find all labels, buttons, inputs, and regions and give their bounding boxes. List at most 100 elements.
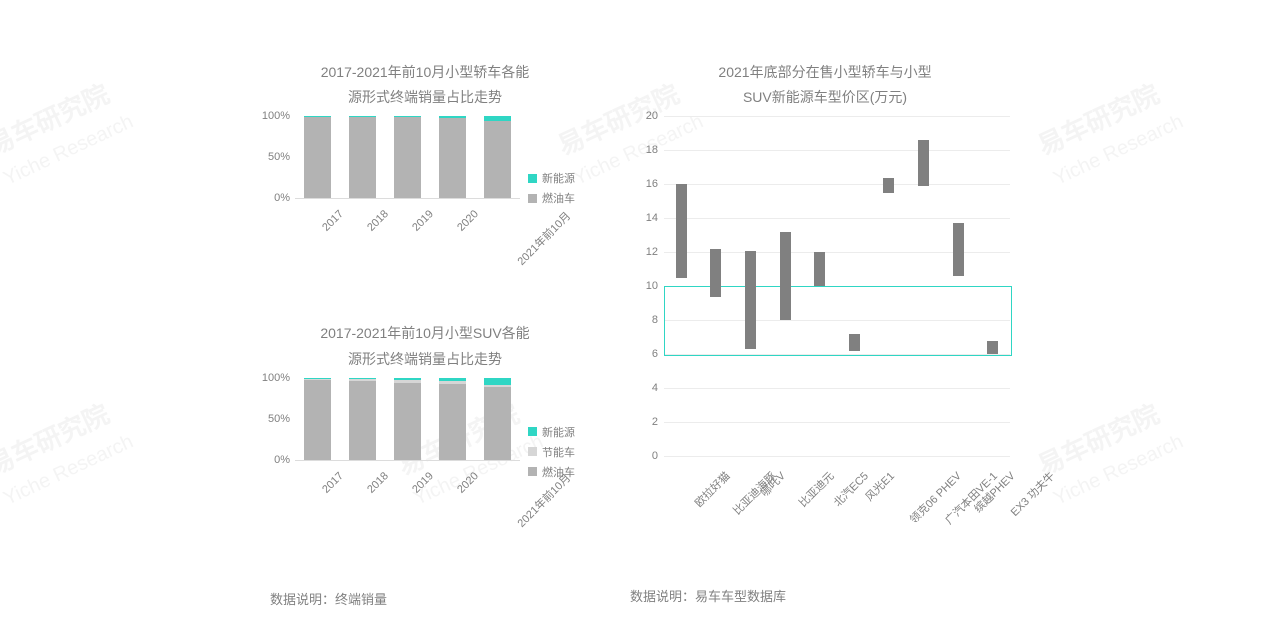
stacked-bar [484, 116, 511, 198]
stacked-bar [439, 116, 466, 198]
stacked-chart-plot: 0%50%100%20172018201920202021年前10月新能源燃油车 [250, 116, 600, 291]
bar-segment [304, 378, 331, 379]
right-column: 2021年底部分在售小型轿车与小型 SUV新能源车型价区(万元) 0 2 4 6 8 10… [630, 60, 1020, 605]
range-bar [918, 140, 929, 186]
legend: 新能源节能车燃油车 [528, 424, 575, 484]
bar-segment [349, 379, 376, 381]
y-tick-label: 50% [250, 151, 290, 163]
x-tick-label: 欧拉好猫 [691, 468, 733, 510]
range-bar [745, 251, 756, 350]
range-bar [814, 252, 825, 286]
gridline [664, 456, 1010, 457]
gridline [664, 388, 1010, 389]
stacked-bar [349, 378, 376, 460]
y-tick-label: 0 [634, 450, 658, 462]
range-bar [676, 184, 687, 278]
bar-segment [394, 378, 421, 380]
legend-swatch [528, 194, 537, 203]
watermark: 易车研究院Yiche Research [1033, 393, 1188, 511]
legend-item: 新能源 [528, 424, 575, 440]
bar-segment [394, 380, 421, 382]
x-tick-label: 2021年前10月 [513, 208, 574, 269]
y-tick-label: 0% [250, 192, 290, 204]
legend-swatch [528, 427, 537, 436]
chart-title: 2017-2021年前10月小型轿车各能 源形式终端销量占比走势 [250, 60, 600, 110]
bar-segment [394, 117, 421, 198]
gridline [664, 150, 1010, 151]
watermark: 易车研究院Yiche Research [0, 73, 138, 191]
legend-swatch [528, 447, 537, 456]
legend-label: 新能源 [542, 170, 575, 186]
bar-segment [439, 384, 466, 460]
stacked-chart-suv: 2017-2021年前10月小型SUV各能 源形式终端销量占比走势 0%50%1… [250, 321, 600, 552]
bar-segment [484, 378, 511, 385]
y-tick-label: 6 [634, 348, 658, 360]
y-tick-label: 4 [634, 382, 658, 394]
bar-segment [484, 121, 511, 198]
y-tick-label: 20 [634, 110, 658, 122]
data-source-note: 数据说明：终端销量 [270, 589, 600, 608]
stacked-bar [349, 116, 376, 198]
watermark: 易车研究院Yiche Research [0, 393, 138, 511]
range-chart-plot: 02468101214161820欧拉好猫比亚迪海豚哪吒V比亚迪元北汽EC5风光… [630, 116, 1020, 596]
stacked-bar [439, 378, 466, 460]
y-tick-label: 10 [634, 280, 658, 292]
stacked-chart-sedan: 2017-2021年前10月小型轿车各能 源形式终端销量占比走势 0% 50% 10… [250, 60, 600, 291]
x-tick-label: 2018 [365, 470, 391, 496]
legend-item: 燃油车 [528, 464, 575, 480]
y-tick-label: 8 [634, 314, 658, 326]
legend-item: 节能车 [528, 444, 575, 460]
y-tick-label: 100% [250, 110, 290, 122]
legend-label: 燃油车 [542, 464, 575, 480]
legend-label: 新能源 [542, 424, 575, 440]
range-bar [780, 232, 791, 320]
x-tick-label: 2018 [365, 208, 391, 234]
range-bar [849, 334, 860, 351]
bar-segment [304, 116, 331, 117]
charts-container: 2017-2021年前10月小型轿车各能 源形式终端销量占比走势 0% 50% 10… [250, 60, 1020, 620]
gridline [664, 422, 1010, 423]
gridline [664, 184, 1010, 185]
x-tick-label: 2020 [455, 470, 481, 496]
bar-segment [349, 381, 376, 460]
y-tick-label: 0% [250, 454, 290, 466]
x-tick-label: 2017 [320, 470, 346, 496]
bar-segment [439, 118, 466, 198]
stacked-chart-plot: 0%50%100%20172018201920202021年前10月新能源节能车… [250, 378, 600, 553]
legend-swatch [528, 174, 537, 183]
left-column: 2017-2021年前10月小型轿车各能 源形式终端销量占比走势 0% 50% 10… [250, 60, 600, 608]
bar-segment [484, 387, 511, 460]
range-bar [710, 249, 721, 297]
range-bar [987, 341, 998, 355]
stacked-bar [304, 116, 331, 198]
bar-segment [349, 117, 376, 198]
bar-segment [439, 381, 466, 383]
x-tick-label: 2019 [410, 470, 436, 496]
bar-segment [304, 117, 331, 198]
y-tick-label: 50% [250, 413, 290, 425]
y-tick-label: 2 [634, 416, 658, 428]
legend-label: 节能车 [542, 444, 575, 460]
stacked-bar [484, 378, 511, 460]
bar-segment [394, 383, 421, 460]
bar-segment [349, 378, 376, 380]
legend-item: 燃油车 [528, 190, 575, 206]
y-tick-label: 16 [634, 178, 658, 190]
range-bar [953, 223, 964, 276]
gridline [664, 116, 1010, 117]
bar-segment [349, 116, 376, 117]
x-tick-label: 2020 [455, 208, 481, 234]
stacked-bar [394, 116, 421, 198]
legend-label: 燃油车 [542, 190, 575, 206]
gridline [664, 218, 1010, 219]
page-root: 易车研究院Yiche Research 易车研究院Yiche Research … [0, 0, 1269, 627]
stacked-bar [304, 378, 331, 460]
bar-segment [304, 379, 331, 459]
bar-segment [304, 379, 331, 380]
x-tick-label: 2019 [410, 208, 436, 234]
y-tick-label: 12 [634, 246, 658, 258]
chart-title: 2021年底部分在售小型轿车与小型 SUV新能源车型价区(万元) [630, 60, 1020, 110]
bar-segment [484, 116, 511, 121]
legend-swatch [528, 467, 537, 476]
y-tick-label: 100% [250, 372, 290, 384]
